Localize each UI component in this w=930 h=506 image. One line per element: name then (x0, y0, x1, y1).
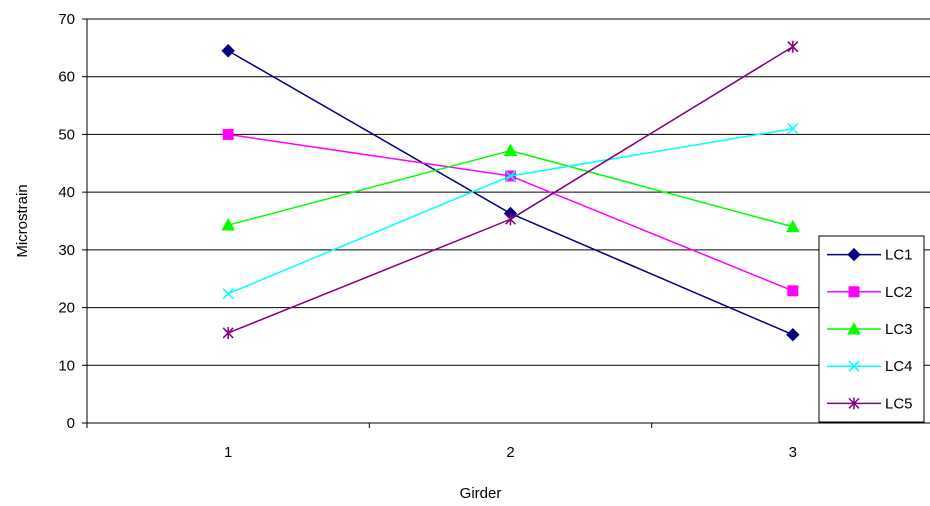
data-point-lc5-2 (504, 213, 517, 226)
legend-item-lc1: LC1 (827, 247, 913, 264)
data-point-lc2-3 (787, 285, 799, 297)
series-lc5 (222, 40, 799, 339)
legend-item-lc3: LC3 (827, 321, 913, 338)
data-point-lc5-3 (787, 40, 799, 53)
legend-marker-lc2 (848, 286, 860, 298)
data-point-lc5-1 (222, 326, 234, 339)
legend-item-lc5: LC5 (827, 395, 913, 412)
series-lc1 (221, 44, 800, 342)
legend-item-lc2: LC2 (827, 284, 913, 301)
gridlines (87, 18, 930, 366)
legend-label-lc2: LC2 (885, 284, 913, 301)
axes: 0 10 20 30 40 50 60 70 1 2 3 (58, 11, 930, 461)
legend-label-lc5: LC5 (885, 395, 913, 412)
y-tick-label: 60 (58, 69, 75, 86)
legend-marker-lc5 (848, 397, 860, 410)
y-tick-label: 50 (58, 126, 75, 143)
series-lc3 (221, 143, 800, 233)
legend-label-lc3: LC3 (885, 321, 913, 338)
data-point-lc3-3 (785, 219, 800, 233)
x-tick-label: 1 (224, 444, 232, 461)
y-tick-label: 40 (58, 184, 75, 201)
y-tick-label: 20 (58, 300, 75, 317)
series-group (221, 40, 800, 342)
y-axis-title: Microstrain (14, 184, 31, 257)
data-point-lc4-3 (787, 123, 799, 135)
series-lc4 (222, 123, 799, 300)
x-axis-title: Girder (460, 485, 502, 502)
legend-label-lc4: LC4 (885, 358, 913, 375)
legend: LC1 LC2 LC3 LC4 LC5 (818, 235, 925, 423)
y-tick-label: 0 (67, 415, 75, 432)
legend-label-lc1: LC1 (885, 247, 913, 264)
legend-item-lc4: LC4 (827, 358, 913, 375)
data-point-lc4-2 (504, 170, 517, 182)
y-tick-label: 30 (58, 242, 75, 259)
legend-marker-lc4 (848, 360, 860, 372)
data-point-lc4-1 (222, 288, 234, 300)
y-tick-label: 10 (58, 357, 75, 374)
data-point-lc3-1 (221, 217, 236, 231)
data-point-lc1-3 (786, 327, 800, 342)
series-line-lc5 (227, 46, 794, 334)
legend-marker-lc1 (847, 247, 861, 262)
data-point-lc1-1 (221, 44, 235, 58)
data-point-lc2-1 (222, 128, 234, 140)
y-tick-label: 70 (58, 11, 75, 28)
legend-marker-lc3 (847, 321, 861, 335)
data-point-lc3-2 (503, 143, 518, 157)
x-tick-label: 2 (506, 444, 514, 461)
series-line-lc1 (227, 50, 794, 336)
x-tick-label: 3 (789, 444, 797, 461)
